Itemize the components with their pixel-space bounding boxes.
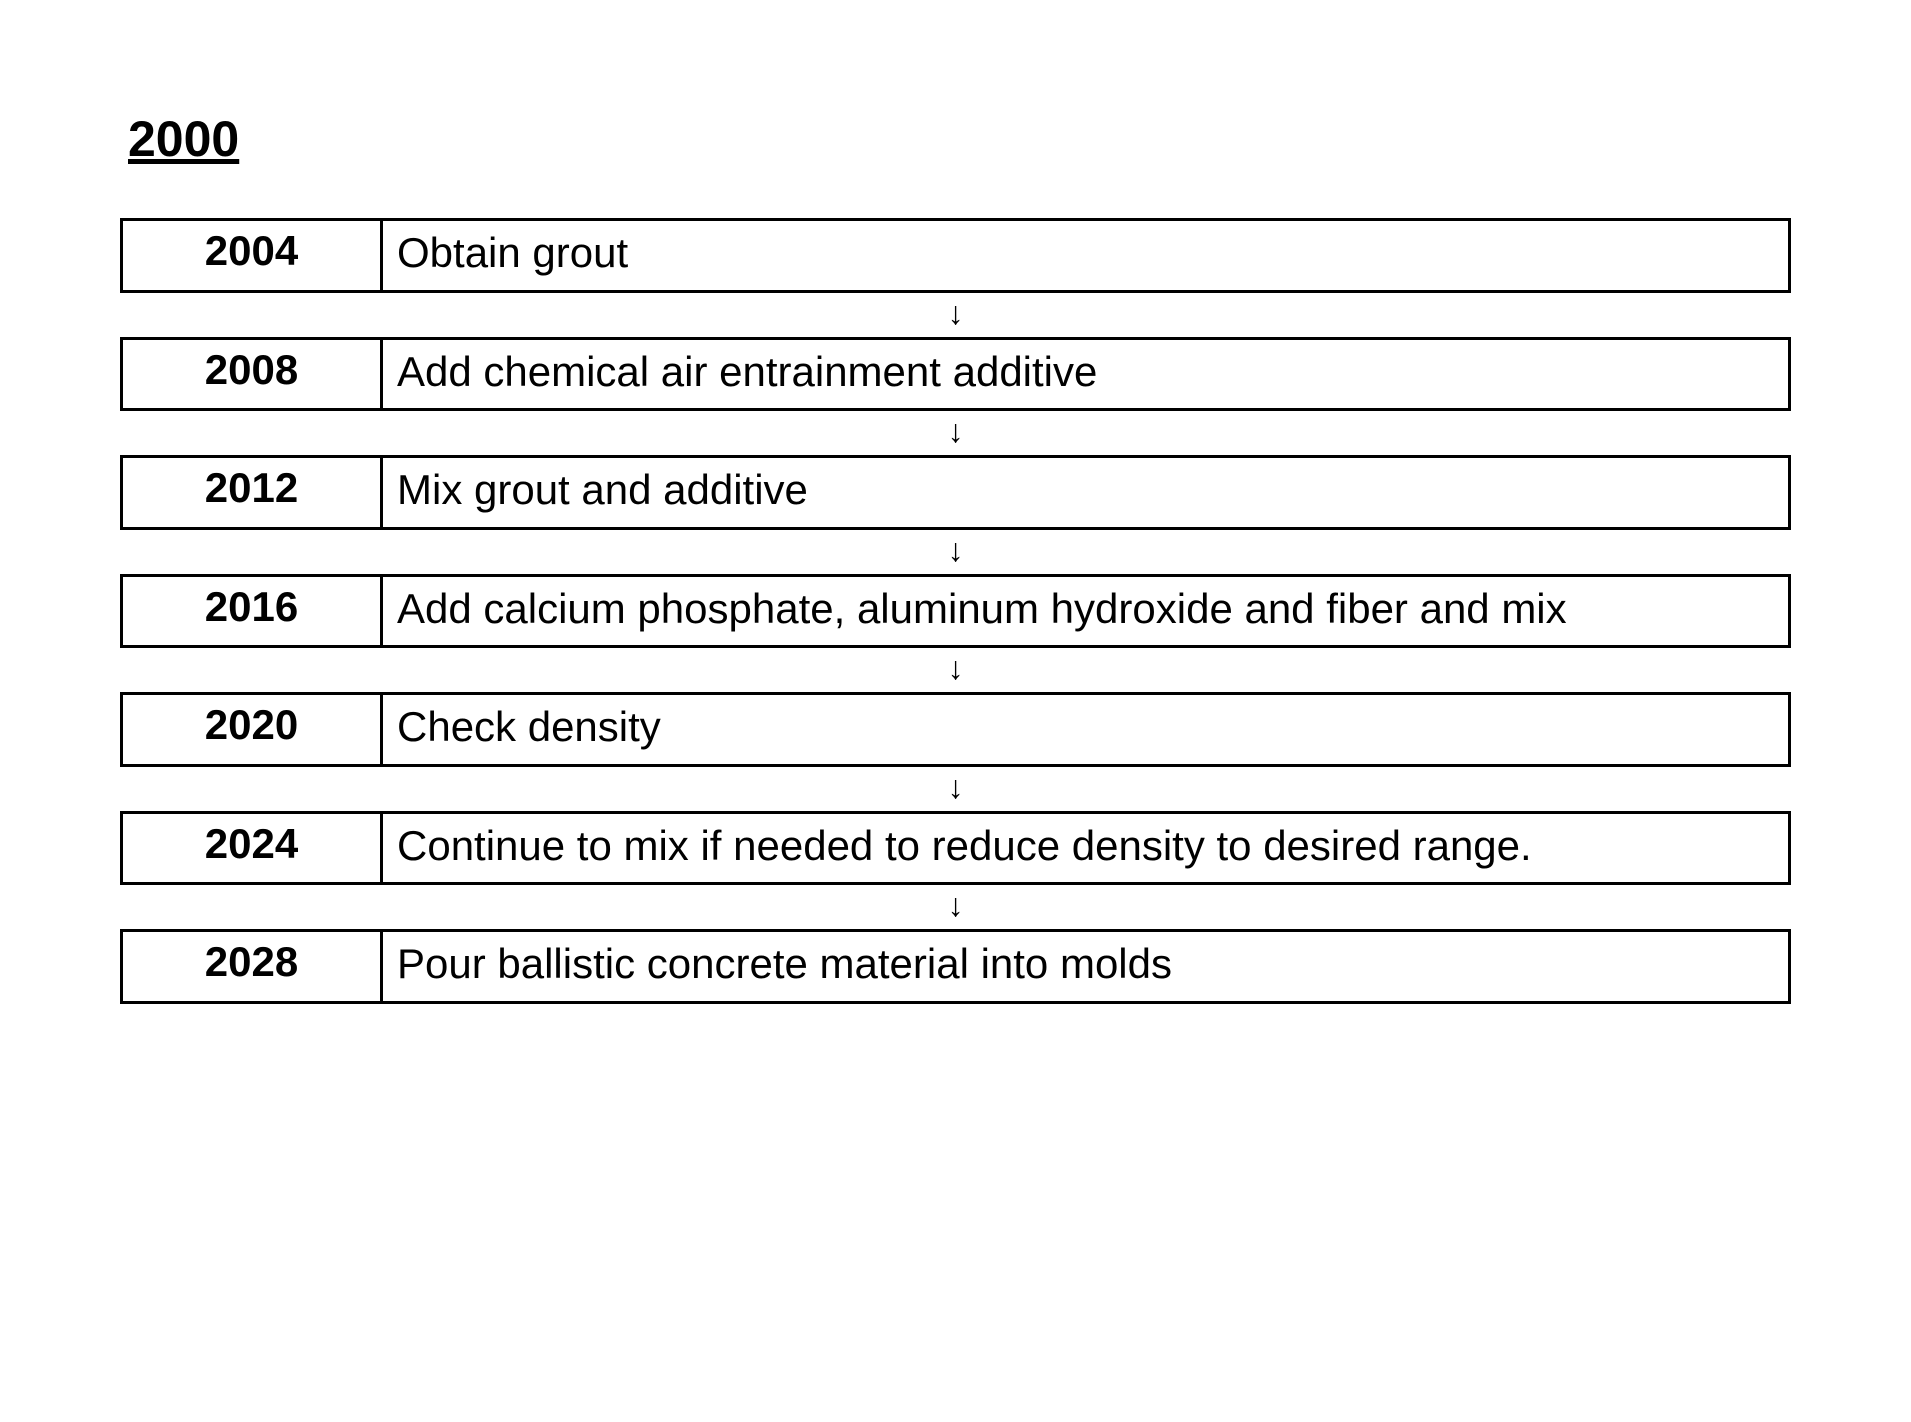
arrow-down-icon: ↓ xyxy=(120,530,1791,574)
step-text: Continue to mix if needed to reduce dens… xyxy=(383,814,1788,883)
step-text: Add chemical air entrainment additive xyxy=(383,340,1788,409)
page: 2000 2004 Obtain grout ↓ 2008 Add chemic… xyxy=(0,0,1911,1422)
step-text: Check density xyxy=(383,695,1788,764)
diagram-title: 2000 xyxy=(128,110,1791,168)
flow-step: 2012 Mix grout and additive xyxy=(120,455,1791,530)
arrow-down-icon: ↓ xyxy=(120,767,1791,811)
step-id: 2028 xyxy=(123,932,383,1001)
step-id: 2024 xyxy=(123,814,383,883)
step-text: Obtain grout xyxy=(383,221,1788,290)
arrow-down-icon: ↓ xyxy=(120,648,1791,692)
step-id: 2008 xyxy=(123,340,383,409)
flow-step: 2020 Check density xyxy=(120,692,1791,767)
step-id: 2016 xyxy=(123,577,383,646)
flow-step: 2004 Obtain grout xyxy=(120,218,1791,293)
flow-step: 2028 Pour ballistic concrete material in… xyxy=(120,929,1791,1004)
flow-step: 2016 Add calcium phosphate, aluminum hyd… xyxy=(120,574,1791,649)
arrow-down-icon: ↓ xyxy=(120,411,1791,455)
flowchart: 2004 Obtain grout ↓ 2008 Add chemical ai… xyxy=(120,218,1791,1004)
step-text: Pour ballistic concrete material into mo… xyxy=(383,932,1788,1001)
step-id: 2004 xyxy=(123,221,383,290)
flow-step: 2024 Continue to mix if needed to reduce… xyxy=(120,811,1791,886)
step-text: Mix grout and additive xyxy=(383,458,1788,527)
flow-step: 2008 Add chemical air entrainment additi… xyxy=(120,337,1791,412)
step-id: 2020 xyxy=(123,695,383,764)
arrow-down-icon: ↓ xyxy=(120,293,1791,337)
step-id: 2012 xyxy=(123,458,383,527)
step-text: Add calcium phosphate, aluminum hydroxid… xyxy=(383,577,1788,646)
arrow-down-icon: ↓ xyxy=(120,885,1791,929)
